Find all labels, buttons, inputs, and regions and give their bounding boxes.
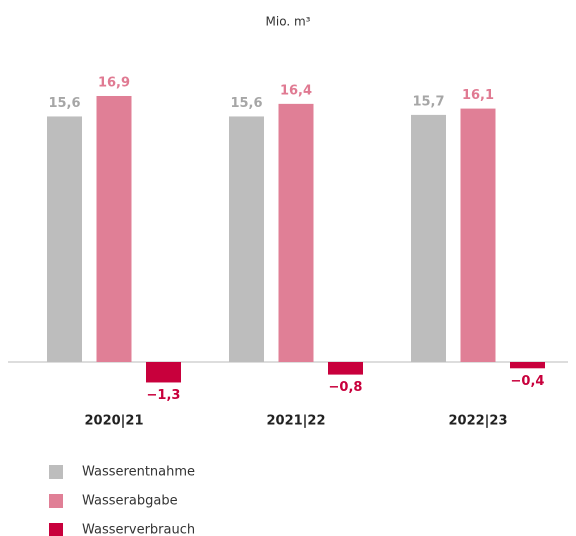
legend-label: Wasserverbrauch <box>82 523 195 536</box>
legend-label: Wasserentnahme <box>82 465 195 480</box>
data-label: 15,6 <box>48 96 80 111</box>
bar <box>229 116 264 363</box>
data-label: 16,1 <box>462 88 494 103</box>
data-label: −0,4 <box>511 374 545 389</box>
bar <box>278 103 314 362</box>
data-label: 15,6 <box>230 96 262 111</box>
bar <box>510 362 545 369</box>
data-label: 16,4 <box>280 83 312 98</box>
legend-swatch <box>49 465 63 479</box>
data-label: −1,3 <box>147 388 181 403</box>
legend-swatch <box>49 523 63 536</box>
bar <box>47 116 82 363</box>
legend-label: Wasserabgabe <box>82 494 178 509</box>
bar <box>328 362 363 375</box>
bar <box>96 95 132 362</box>
x-tick-label: 2021|22 <box>266 414 325 429</box>
bar <box>146 362 181 383</box>
x-tick-label: 2020|21 <box>84 414 143 429</box>
data-label: 16,9 <box>98 75 130 90</box>
chart-subtitle: Mio. m³ <box>266 15 311 29</box>
data-label: −0,8 <box>329 380 363 395</box>
x-tick-label: 2022|23 <box>448 414 507 429</box>
data-label: 15,7 <box>412 94 444 109</box>
bar <box>411 114 446 362</box>
legend-swatch <box>49 494 63 508</box>
bar <box>460 108 496 362</box>
